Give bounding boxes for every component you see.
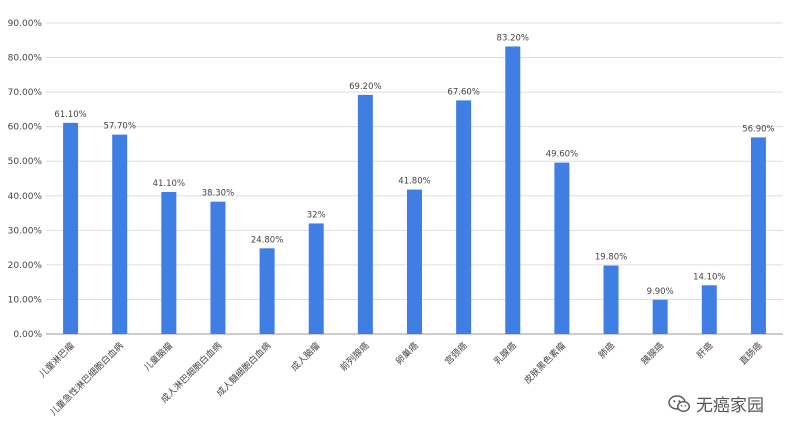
bar: [652, 299, 668, 334]
wechat-icon: [668, 394, 690, 412]
x-tick-label: 儿童脑瘤: [141, 340, 175, 374]
x-tick-label: 成人脑瘤: [288, 340, 322, 374]
y-tick-label: 0.00%: [13, 330, 42, 340]
bars: [63, 46, 766, 335]
y-axis-ticks: 0.00% 10.00% 20.00% 30.00% 40.00% 50.00% 60.00…: [8, 19, 43, 340]
data-label: 67.60%: [447, 87, 479, 97]
bar: [505, 46, 521, 335]
bar: [407, 189, 422, 334]
data-label: 49.60%: [546, 150, 578, 160]
data-label: 19.80%: [595, 253, 627, 263]
y-tick-label: 70.00%: [8, 88, 43, 98]
data-label: 32%: [307, 210, 326, 220]
y-tick-label: 80.00%: [8, 54, 43, 64]
data-label: 61.10%: [54, 110, 86, 120]
x-tick-label: 肝癌: [694, 340, 715, 361]
x-tick-label: 卵巢癌: [393, 340, 421, 368]
x-tick-label: 宫颈癌: [442, 340, 470, 368]
bar: [603, 265, 619, 334]
bar: [259, 248, 275, 334]
data-label: 41.80%: [398, 177, 430, 187]
bar: [357, 94, 373, 335]
y-tick-label: 40.00%: [8, 192, 43, 202]
bar: [750, 137, 766, 334]
bar: [456, 100, 472, 334]
bar: [308, 223, 324, 334]
data-label: 83.20%: [497, 33, 529, 43]
bar: [701, 285, 717, 334]
data-label: 56.90%: [742, 124, 774, 134]
data-label: 38.30%: [202, 189, 234, 199]
data-label: 41.10%: [153, 179, 185, 189]
bar: [161, 191, 177, 334]
bar: [63, 122, 79, 334]
data-label: 9.90%: [647, 287, 674, 297]
data-labels: 61.10% 57.70% 41.10% 38.30% 24.80% 32% 69.20% 4…: [54, 33, 774, 296]
y-tick-label: 90.00%: [8, 19, 43, 29]
y-tick-label: 50.00%: [8, 157, 43, 167]
data-label: 14.10%: [693, 272, 725, 282]
data-label: 69.20%: [349, 82, 381, 92]
y-tick-label: 20.00%: [8, 261, 43, 271]
x-tick-label: 胰腺癌: [639, 340, 667, 368]
x-tick-label: 肺癌: [596, 340, 617, 361]
x-tick-label: 儿童淋巴瘤: [36, 340, 76, 380]
y-tick-label: 60.00%: [8, 123, 43, 133]
bar: [112, 134, 128, 334]
data-label: 57.70%: [103, 122, 135, 132]
x-tick-label: 前列腺癌: [338, 340, 372, 374]
x-tick-label: 皮肤黑色素瘤: [521, 340, 568, 387]
bar: [210, 201, 226, 334]
watermark: 无癌家园: [668, 391, 764, 416]
x-tick-label: 直肠癌: [737, 340, 765, 368]
data-label: 24.80%: [251, 235, 283, 245]
y-tick-label: 10.00%: [8, 295, 43, 305]
bar: [554, 162, 570, 334]
watermark-text: 无癌家园: [696, 396, 764, 416]
x-tick-label: 乳腺癌: [491, 340, 519, 368]
y-tick-label: 30.00%: [8, 226, 43, 236]
